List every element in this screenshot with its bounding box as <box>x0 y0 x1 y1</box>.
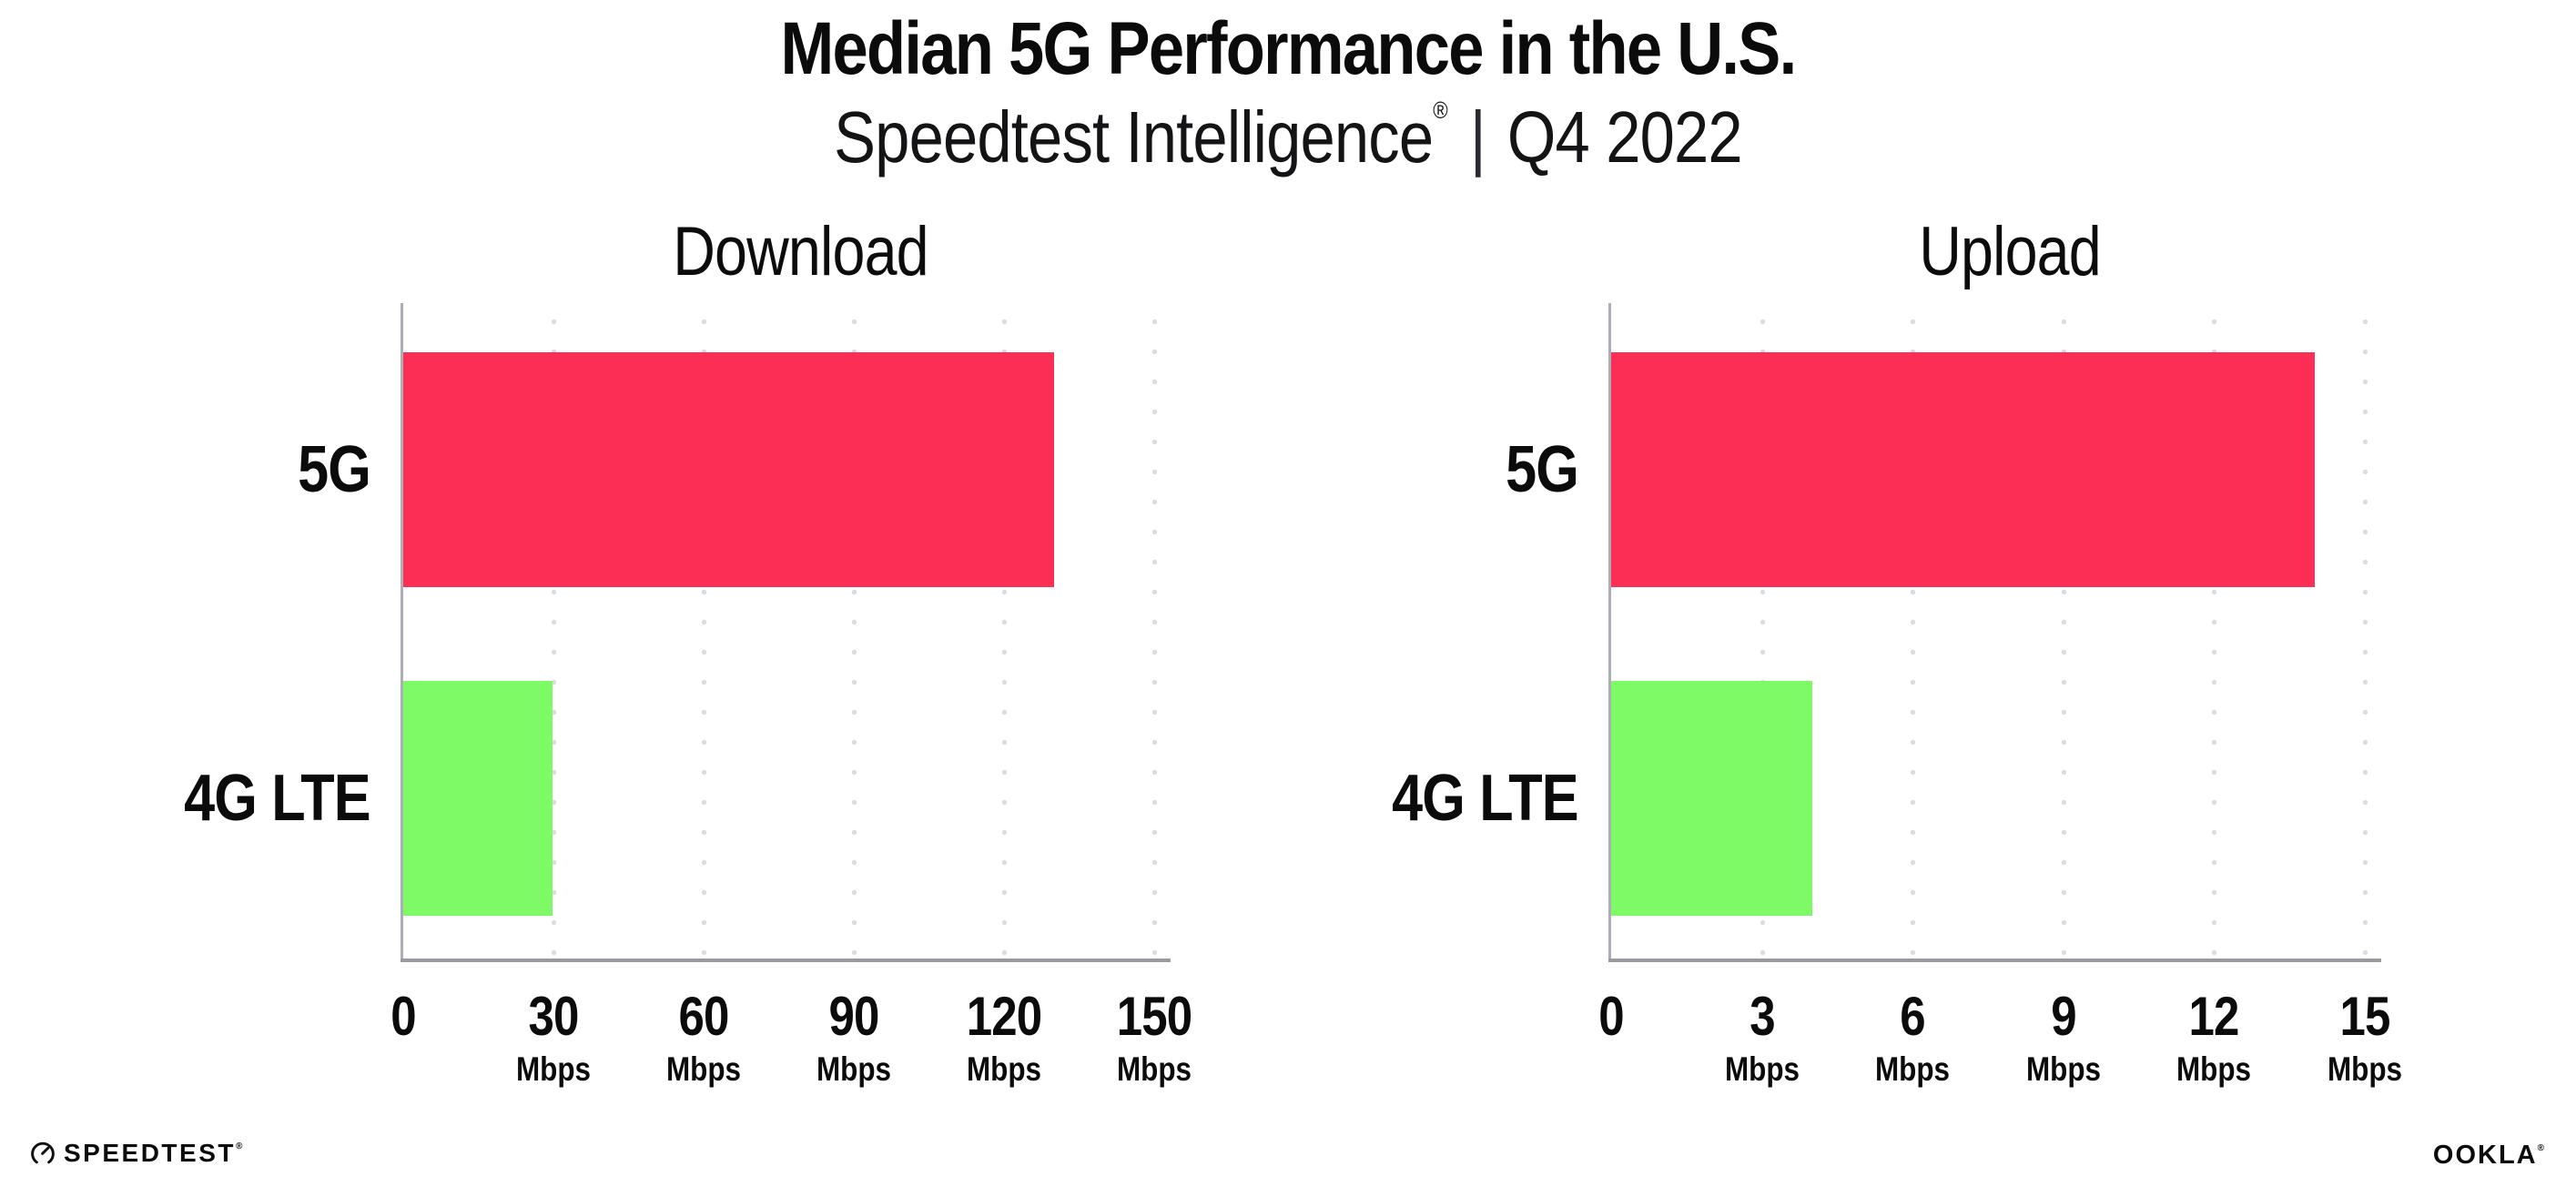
speedtest-logo: SPEEDTEST® <box>30 1141 242 1166</box>
page-subtitle: Speedtest Intelligence® | Q4 2022 <box>180 98 2396 174</box>
tick-value-label: 150 <box>1116 986 1192 1047</box>
tick-value-label: 3 <box>1749 986 1775 1047</box>
tick-unit-label: Mbps <box>1875 1050 1951 1088</box>
subtitle-period: Q4 2022 <box>1506 96 1743 178</box>
bar-5g <box>1611 352 2315 587</box>
y-axis-line <box>1608 303 1611 960</box>
subtitle-brand: Speedtest Intelligence <box>834 96 1434 178</box>
axis-tick-15: 15 Mbps <box>2327 986 2403 1088</box>
axis-tick-3: 3 Mbps <box>1724 986 1800 1088</box>
axis-tick-90: 90 Mbps <box>816 986 892 1088</box>
tick-unit-label: Mbps <box>2176 1050 2252 1088</box>
tick-value-label: 120 <box>966 986 1042 1047</box>
upload-chart: Upload 0 3 Mbps 6 Mbps 9 Mbps 12 Mbps 15 Mbps 5G 4G … <box>1392 218 2402 1087</box>
axis-tick-12: 12 Mbps <box>2176 986 2252 1088</box>
gridline-120 <box>1002 303 1007 959</box>
tick-unit-label: Mbps <box>665 1050 742 1088</box>
axis-tick-0: 0 <box>1598 989 1624 1044</box>
tick-unit-label: Mbps <box>1116 1050 1192 1088</box>
axis-tick-150: 150 Mbps <box>1116 986 1192 1088</box>
bar-4g-lte <box>403 681 553 916</box>
axis-tick-0: 0 <box>390 989 416 1044</box>
tick-value-label: 0 <box>1598 986 1624 1047</box>
tick-value-label: 15 <box>2339 986 2390 1047</box>
speedtest-registered-mark: ® <box>235 1141 243 1151</box>
axis-tick-30: 30 Mbps <box>515 986 592 1088</box>
gridline-90 <box>852 303 857 959</box>
gridline-12 <box>2212 303 2217 959</box>
subtitle-separator: | <box>1469 96 1486 178</box>
speedtest-wordmark: SPEEDTEST® <box>64 1139 243 1167</box>
tick-value-label: 0 <box>390 986 416 1047</box>
axis-tick-6: 6 Mbps <box>1875 986 1951 1088</box>
category-label-4g-lte: 4G LTE <box>184 762 370 835</box>
bar-5g <box>403 352 1054 587</box>
download-chart: Download 0 30 Mbps 60 Mbps 90 Mbps 120 Mbps 150 Mb… <box>184 218 1192 1087</box>
chart-title: Download <box>673 213 928 290</box>
tick-value-label: 12 <box>2188 986 2240 1047</box>
ookla-registered-mark: ® <box>2537 1143 2544 1153</box>
tick-unit-label: Mbps <box>816 1050 892 1088</box>
x-axis-line <box>401 959 1171 962</box>
x-axis-line <box>1608 959 2381 962</box>
category-label-5g: 5G <box>1506 433 1579 506</box>
tick-unit-label: Mbps <box>2327 1050 2403 1088</box>
tick-value-label: 60 <box>678 986 729 1047</box>
tick-unit-label: Mbps <box>1724 1050 1800 1088</box>
gridline-30 <box>552 303 556 959</box>
registered-trademark-symbol: ® <box>1433 96 1448 124</box>
gridline-150 <box>1152 303 1157 959</box>
axis-tick-120: 120 Mbps <box>966 986 1042 1088</box>
chart-title: Upload <box>1919 213 2101 290</box>
gridline-9 <box>2061 303 2066 959</box>
page-title: Median 5G Performance in the U.S. <box>780 7 1798 90</box>
gridline-6 <box>1911 303 1916 959</box>
bar-4g-lte <box>1611 681 1812 916</box>
tick-value-label: 6 <box>1900 986 1925 1047</box>
category-label-5g: 5G <box>298 433 371 506</box>
tick-unit-label: Mbps <box>966 1050 1042 1088</box>
gridline-15 <box>2363 303 2368 959</box>
tick-value-label: 30 <box>528 986 579 1047</box>
axis-tick-9: 9 Mbps <box>2025 986 2101 1088</box>
y-axis-line <box>401 303 403 960</box>
axis-tick-60: 60 Mbps <box>665 986 742 1088</box>
tick-unit-label: Mbps <box>2025 1050 2101 1088</box>
gridline-3 <box>1760 303 1765 959</box>
tick-unit-label: Mbps <box>515 1050 592 1088</box>
tick-value-label: 9 <box>2051 986 2076 1047</box>
ookla-wordmark: OOKLA® <box>2432 1141 2544 1170</box>
speedtest-gauge-icon <box>31 1141 55 1164</box>
category-label-4g-lte: 4G LTE <box>1392 762 1578 835</box>
gridline-60 <box>702 303 706 959</box>
tick-value-label: 90 <box>828 986 879 1047</box>
